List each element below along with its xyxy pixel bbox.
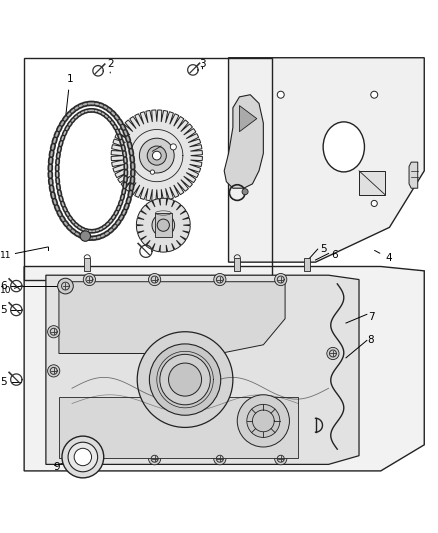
Circle shape [275,273,287,286]
Circle shape [237,395,290,447]
Circle shape [152,214,175,237]
Text: 7: 7 [368,311,374,321]
Circle shape [48,365,60,377]
Circle shape [148,453,161,465]
Circle shape [83,453,95,465]
Polygon shape [59,282,285,353]
Circle shape [169,363,201,396]
Text: 6: 6 [0,281,7,291]
Circle shape [148,273,161,286]
Ellipse shape [323,122,364,172]
Circle shape [275,453,287,465]
Polygon shape [24,266,424,471]
Polygon shape [409,162,418,188]
Text: 2: 2 [107,59,113,73]
Polygon shape [59,397,298,458]
Text: 5: 5 [0,377,7,387]
Text: 8: 8 [368,335,374,345]
Circle shape [149,344,221,415]
Circle shape [147,146,166,165]
Circle shape [160,354,210,405]
Text: 11: 11 [0,251,12,260]
Circle shape [371,91,378,98]
Circle shape [242,189,248,195]
Circle shape [277,91,284,98]
Text: 10: 10 [0,286,12,295]
Text: 6: 6 [331,250,337,260]
Text: 1: 1 [66,75,73,116]
Circle shape [150,170,155,174]
Polygon shape [46,275,359,464]
Circle shape [68,442,98,472]
Circle shape [137,332,233,427]
Circle shape [170,144,177,150]
Text: 5: 5 [320,244,326,254]
Circle shape [157,219,170,231]
Text: 5: 5 [0,305,7,315]
Circle shape [371,200,377,206]
Polygon shape [229,58,424,262]
Circle shape [58,278,73,294]
Text: 9: 9 [54,462,60,472]
Polygon shape [224,95,263,188]
Circle shape [83,273,95,286]
Circle shape [139,138,174,173]
Polygon shape [84,258,90,271]
Polygon shape [304,258,310,271]
Circle shape [74,448,92,466]
Circle shape [214,453,226,465]
Polygon shape [359,171,385,195]
Circle shape [327,348,339,360]
Polygon shape [111,110,202,201]
Circle shape [62,436,104,478]
Polygon shape [136,198,190,252]
Circle shape [80,231,91,241]
Circle shape [214,273,226,286]
Circle shape [48,326,60,338]
Circle shape [152,151,161,160]
Polygon shape [155,213,172,237]
Polygon shape [234,258,240,271]
Text: 4: 4 [374,251,392,263]
Circle shape [247,405,280,438]
Text: 3: 3 [199,59,206,69]
Polygon shape [240,106,257,132]
